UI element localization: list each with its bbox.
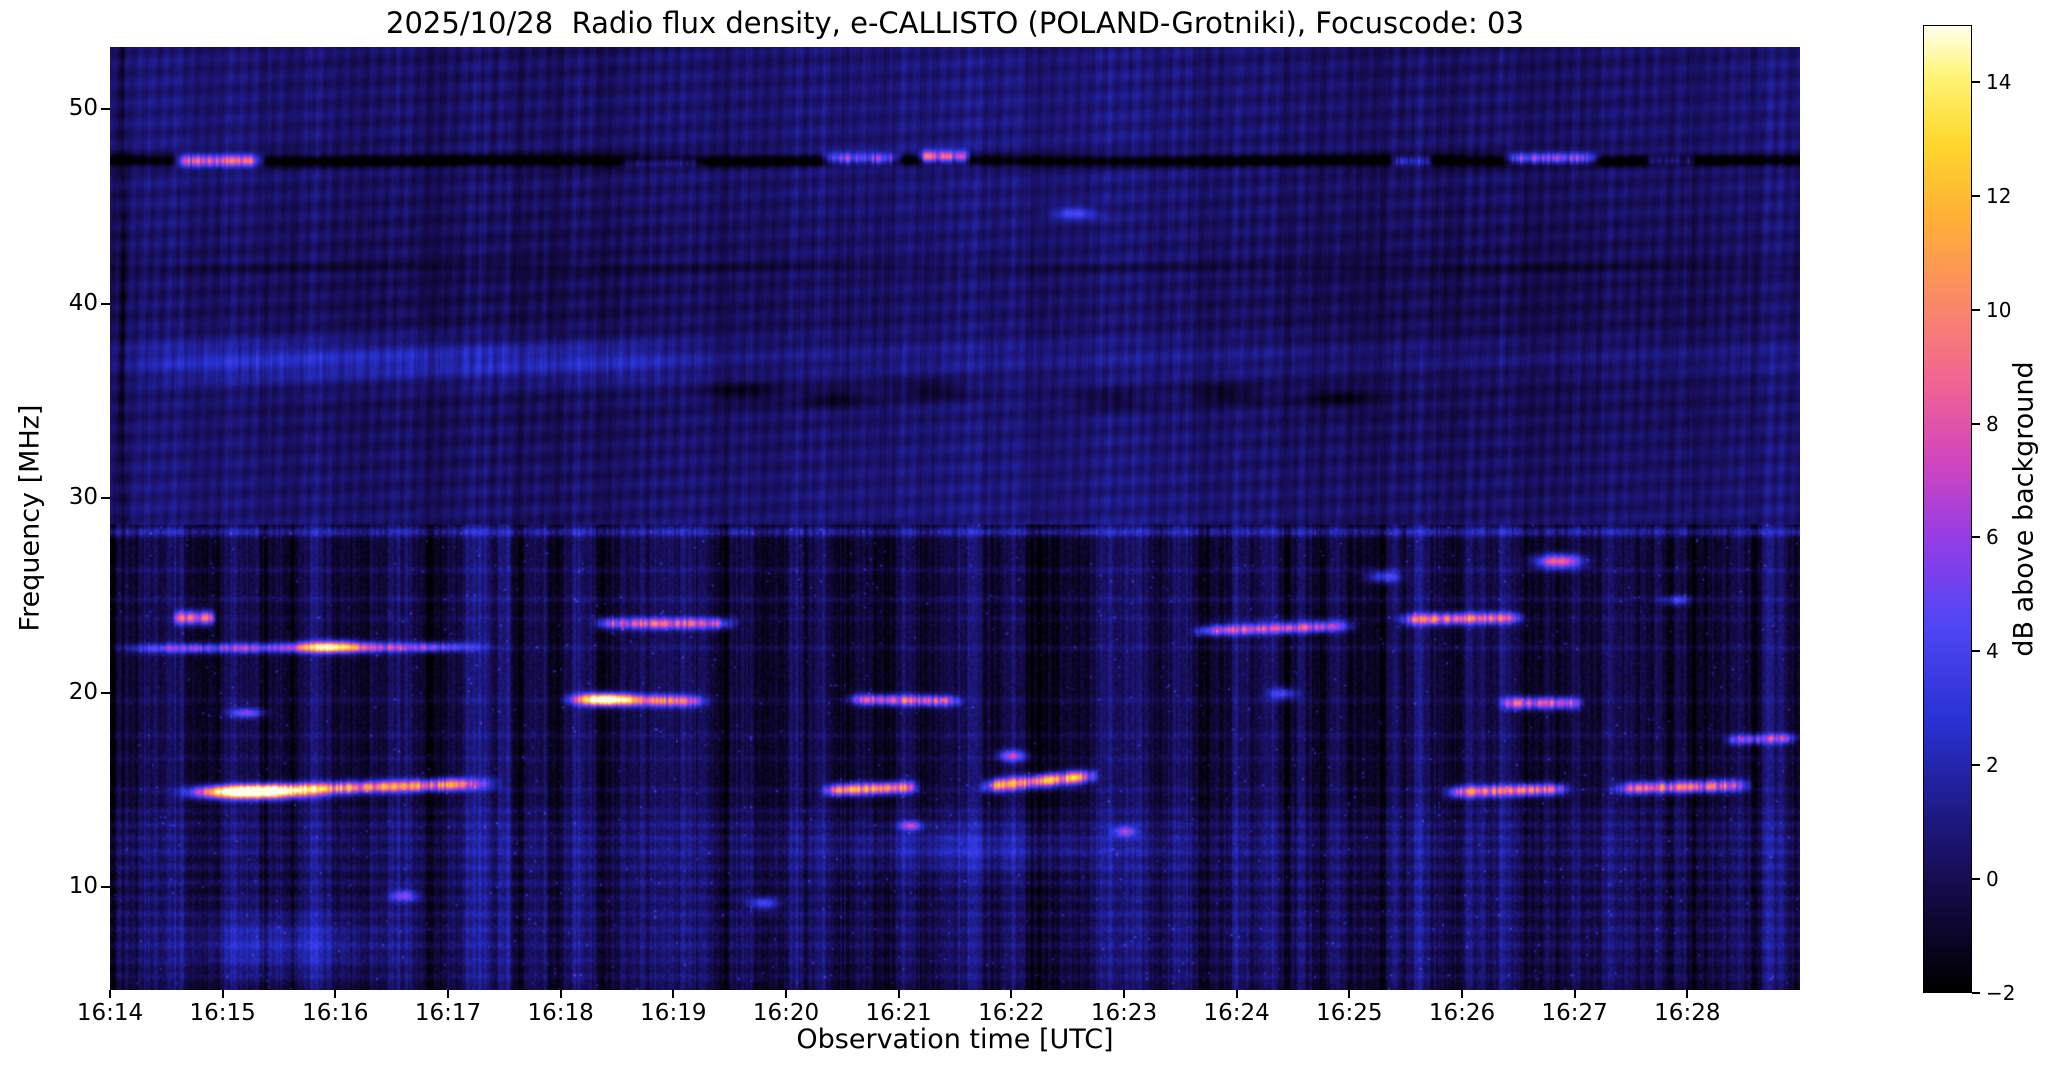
- x-tick-mark: [334, 990, 337, 998]
- colorbar-tick-mark: [1972, 764, 1980, 767]
- x-tick-mark: [672, 990, 675, 998]
- colorbar-tick-mark: [1972, 422, 1980, 425]
- y-tick-mark: [101, 302, 110, 305]
- x-tick-label: 16:18: [527, 1000, 594, 1026]
- colorbar-tick-mark: [1972, 308, 1980, 311]
- spectrogram-heatmap: [110, 47, 1800, 990]
- y-tick-label: 30: [68, 484, 98, 511]
- y-tick-mark: [101, 497, 110, 500]
- y-tick-mark: [101, 691, 110, 694]
- x-tick-label: 16:28: [1654, 1000, 1721, 1026]
- x-tick-mark: [109, 990, 111, 998]
- x-tick-mark: [897, 990, 900, 998]
- x-tick-label: 16:25: [1316, 1000, 1383, 1026]
- y-tick-label: 20: [68, 678, 98, 705]
- colorbar-tick-mark: [1972, 992, 1980, 994]
- colorbar-tick-label: 4: [1986, 639, 1999, 664]
- colorbar-label: dB above background: [2008, 361, 2040, 657]
- colorbar-tick-mark: [1972, 536, 1980, 539]
- x-tick-label: 16:14: [76, 1000, 144, 1026]
- x-tick-mark: [785, 990, 787, 998]
- x-tick-mark: [1573, 990, 1576, 998]
- colorbar-tick-label: 8: [1986, 411, 1999, 436]
- x-tick-label: 16:22: [978, 1000, 1045, 1026]
- y-axis-label: Frequency [MHz]: [14, 404, 46, 632]
- x-tick-label: 16:27: [1541, 1000, 1608, 1026]
- x-tick-label: 16:24: [1203, 1000, 1270, 1026]
- colorbar-gradient: [1924, 26, 1971, 992]
- colorbar-tick-mark: [1972, 194, 1980, 197]
- colorbar-tick-mark: [1972, 650, 1980, 653]
- x-tick-mark: [1123, 990, 1125, 998]
- y-tick-label: 40: [68, 289, 98, 316]
- x-tick-mark: [559, 990, 562, 998]
- x-tick-mark: [1461, 990, 1463, 998]
- x-axis-label: Observation time [UTC]: [796, 1024, 1114, 1055]
- x-tick-label: 16:23: [1090, 1000, 1158, 1026]
- x-tick-label: 16:20: [752, 1000, 820, 1026]
- colorbar-tick-label: 6: [1986, 525, 1999, 550]
- x-tick-mark: [221, 990, 224, 998]
- x-tick-label: 16:21: [865, 1000, 932, 1026]
- colorbar-tick-label: 12: [1986, 183, 2012, 208]
- y-tick-label: 10: [68, 872, 98, 899]
- x-tick-label: 16:15: [189, 1000, 256, 1026]
- colorbar-tick-label: 2: [1986, 753, 1999, 778]
- x-tick-mark: [1348, 990, 1351, 998]
- colorbar-tick-mark: [1972, 878, 1980, 881]
- x-tick-label: 16:17: [414, 1000, 482, 1026]
- chart-title: 2025/10/28 Radio flux density, e-CALLIST…: [386, 6, 1524, 40]
- colorbar-tick-mark: [1972, 80, 1980, 83]
- x-tick-mark: [1010, 990, 1013, 998]
- x-tick-mark: [1235, 990, 1238, 998]
- colorbar-tick-label: 10: [1986, 297, 2012, 322]
- colorbar-tick-label: 0: [1986, 867, 1999, 892]
- y-tick-label: 50: [68, 95, 98, 122]
- x-tick-label: 16:19: [640, 1000, 707, 1026]
- x-tick-label: 16:16: [302, 1000, 369, 1026]
- colorbar-tick-label: 14: [1986, 69, 2012, 94]
- y-tick-mark: [101, 108, 110, 111]
- x-tick-label: 16:26: [1428, 1000, 1496, 1026]
- x-tick-mark: [1686, 990, 1689, 998]
- x-tick-mark: [447, 990, 449, 998]
- colorbar: [1923, 25, 1972, 993]
- y-tick-mark: [101, 885, 110, 888]
- colorbar-tick-label: −2: [1986, 981, 2016, 1005]
